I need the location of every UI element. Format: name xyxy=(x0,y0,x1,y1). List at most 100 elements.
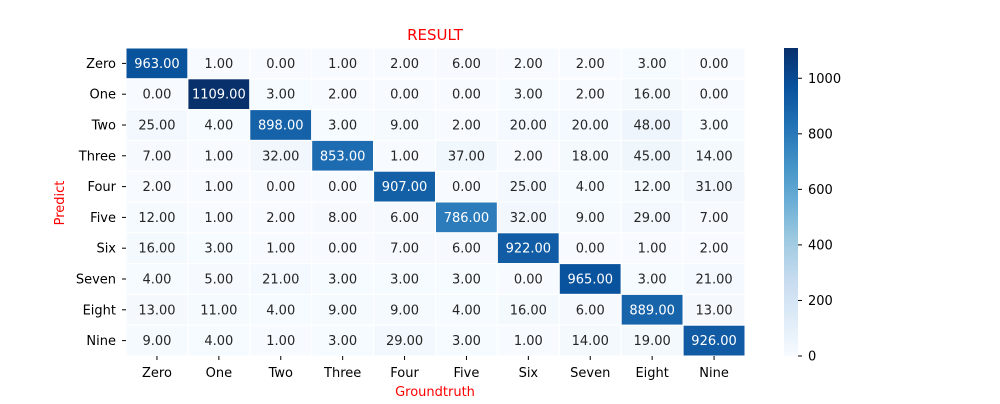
heatmap-cell xyxy=(620,293,684,326)
cell-value-label: 965.00 xyxy=(568,273,614,288)
colorbar xyxy=(784,48,798,356)
colorbar-tick-label: 600 xyxy=(808,183,833,198)
heatmap-cell xyxy=(435,232,498,265)
cell-value-label: 16.00 xyxy=(510,303,547,318)
colorbar-tick-label: 800 xyxy=(808,127,833,142)
cell-value-label: 25.00 xyxy=(510,180,547,195)
cell-value-label: 3.00 xyxy=(328,119,357,134)
cell-value-label: 4.00 xyxy=(576,180,605,195)
x-tick-label: Zero xyxy=(142,366,172,381)
heatmap-cell xyxy=(435,201,498,234)
cell-value-label: 1.00 xyxy=(204,57,233,72)
y-tick-label: Six xyxy=(96,242,116,257)
cell-value-label: 3.00 xyxy=(638,273,667,288)
heatmap-cell xyxy=(496,324,560,357)
cell-value-label: 3.00 xyxy=(266,88,295,103)
cell-value-label: 3.00 xyxy=(452,273,481,288)
cell-value-label: 1.00 xyxy=(266,334,295,349)
cell-value-label: 5.00 xyxy=(204,273,233,288)
cell-value-label: 1109.00 xyxy=(192,88,246,103)
heatmap-cell xyxy=(620,78,684,111)
heatmap-cell xyxy=(682,170,746,203)
cell-value-label: 25.00 xyxy=(138,119,175,134)
heatmap-cell xyxy=(373,324,437,357)
cell-value-label: 9.00 xyxy=(390,119,419,134)
cell-value-label: 20.00 xyxy=(572,119,609,134)
cell-value-label: 1.00 xyxy=(390,149,419,164)
cell-value-label: 1.00 xyxy=(204,180,233,195)
heatmap-cell xyxy=(558,78,622,111)
heatmap-cell xyxy=(435,47,498,80)
cell-value-label: 18.00 xyxy=(572,149,609,164)
x-tick-label: Three xyxy=(323,366,361,381)
heatmap-cell xyxy=(435,139,498,172)
cell-value-label: 0.00 xyxy=(142,88,171,103)
heatmap-cell xyxy=(558,293,622,326)
y-tick-label: Three xyxy=(78,149,116,164)
cell-value-label: 19.00 xyxy=(634,334,671,349)
heatmap-cell xyxy=(620,201,684,234)
cell-value-label: 6.00 xyxy=(452,242,481,257)
cell-value-label: 48.00 xyxy=(634,119,671,134)
chart-title: RESULT xyxy=(407,26,464,44)
heatmap-cell xyxy=(558,109,622,141)
heatmap-cell xyxy=(125,232,189,265)
cell-value-label: 29.00 xyxy=(386,334,423,349)
heatmap-cell xyxy=(249,109,313,141)
heatmap-cell xyxy=(249,170,313,203)
heatmap-cell xyxy=(125,201,189,234)
cell-value-label: 4.00 xyxy=(204,334,233,349)
heatmap-cell xyxy=(682,263,746,295)
cell-value-label: 12.00 xyxy=(138,211,175,226)
cell-value-label: 29.00 xyxy=(634,211,671,226)
heatmap-cell xyxy=(125,139,189,172)
heatmap-cell xyxy=(187,263,251,295)
cell-value-label: 0.00 xyxy=(576,242,605,257)
cell-value-label: 2.00 xyxy=(452,119,481,134)
colorbar-tick-label: 0 xyxy=(808,350,816,365)
y-tick-label: Seven xyxy=(76,273,116,288)
heatmap-cell xyxy=(620,232,684,265)
cell-value-label: 7.00 xyxy=(142,149,171,164)
cell-value-label: 3.00 xyxy=(328,334,357,349)
cell-value-label: 2.00 xyxy=(700,242,729,257)
colorbar-tick-label: 1000 xyxy=(808,72,841,87)
heatmap-cell xyxy=(435,324,498,357)
cell-value-label: 0.00 xyxy=(266,180,295,195)
heatmap-cell xyxy=(373,201,437,234)
cell-value-label: 0.00 xyxy=(700,88,729,103)
heatmap-cell xyxy=(249,293,313,326)
cell-value-label: 7.00 xyxy=(700,211,729,226)
cell-value-label: 14.00 xyxy=(572,334,609,349)
x-tick-label: Seven xyxy=(570,366,610,381)
cell-value-label: 2.00 xyxy=(576,88,605,103)
cell-value-label: 0.00 xyxy=(700,57,729,72)
cell-value-label: 7.00 xyxy=(390,242,419,257)
x-tick-label: Eight xyxy=(635,366,668,381)
heatmap-cell xyxy=(558,170,622,203)
cell-value-label: 6.00 xyxy=(576,303,605,318)
heatmap-cell xyxy=(187,109,251,141)
heatmap-cell xyxy=(620,324,684,357)
cell-value-label: 1.00 xyxy=(204,211,233,226)
x-tick-label: Nine xyxy=(699,366,729,381)
y-tick-label: Four xyxy=(87,180,116,195)
cell-value-label: 3.00 xyxy=(514,88,543,103)
heatmap-cell xyxy=(496,170,560,203)
heatmap-cell xyxy=(620,170,684,203)
y-tick-label: Nine xyxy=(86,334,116,349)
heatmap-cell xyxy=(558,263,622,295)
cell-value-label: 0.00 xyxy=(328,242,357,257)
heatmap-cell xyxy=(187,170,251,203)
cell-value-label: 3.00 xyxy=(390,273,419,288)
y-axis-label: Predict xyxy=(53,181,68,226)
heatmap-cell xyxy=(373,293,437,326)
heatmap-cell xyxy=(311,78,375,111)
cell-value-label: 889.00 xyxy=(629,303,675,318)
y-tick-label: Eight xyxy=(83,303,116,318)
colorbar-tick-label: 200 xyxy=(808,294,833,309)
y-tick-labels: Zero One Two Three Four Five Six Seven Eight Nine xyxy=(76,57,126,349)
heatmap-cell xyxy=(558,232,622,265)
heatmap-cell xyxy=(496,293,560,326)
cell-value-label: 0.00 xyxy=(328,180,357,195)
